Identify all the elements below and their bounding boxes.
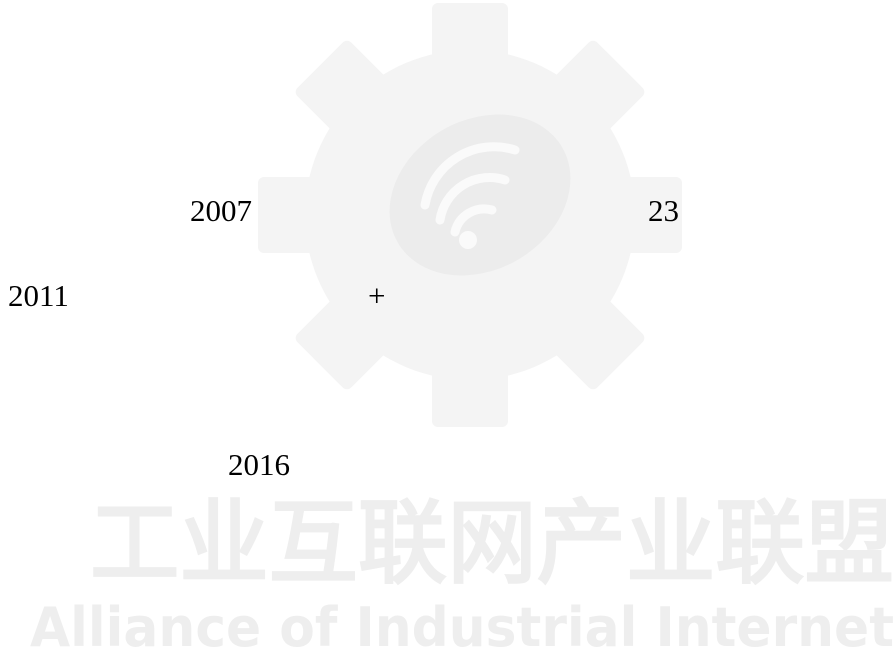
watermark-subtitle: Alliance of Industrial Internet	[30, 596, 894, 655]
text: 2007	[190, 193, 252, 228]
text: 2011	[8, 278, 69, 313]
text: +	[368, 278, 385, 313]
text: 23	[648, 193, 679, 228]
watermark-title: 工业互联网产业联盟	[90, 490, 894, 597]
watermark-logo	[258, 3, 682, 427]
text: 2016	[228, 447, 290, 482]
